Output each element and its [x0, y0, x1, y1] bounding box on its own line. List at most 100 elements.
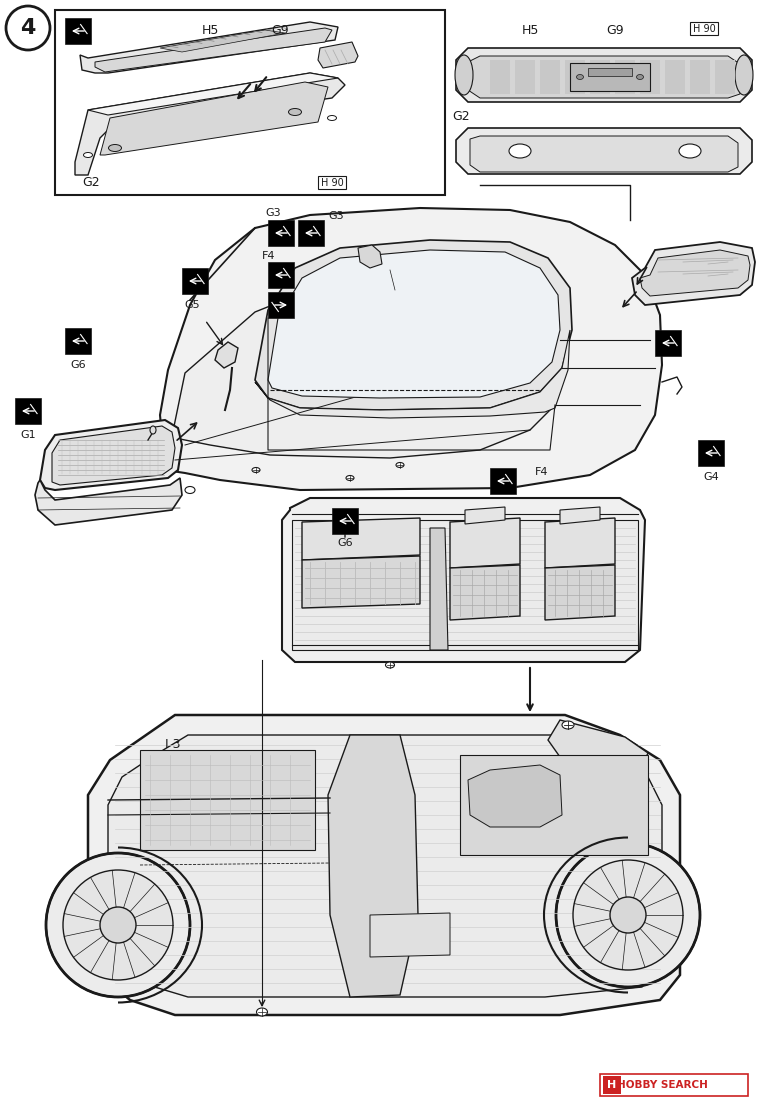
Polygon shape — [165, 282, 562, 470]
Polygon shape — [255, 330, 570, 418]
Polygon shape — [358, 245, 382, 269]
Ellipse shape — [396, 463, 404, 467]
Bar — [332, 508, 358, 534]
Bar — [600, 1074, 748, 1096]
Polygon shape — [545, 518, 615, 568]
Bar — [603, 1076, 621, 1094]
Bar — [655, 330, 681, 356]
Polygon shape — [565, 60, 585, 94]
Text: H 90: H 90 — [321, 178, 344, 188]
Text: G6: G6 — [70, 360, 86, 370]
Polygon shape — [282, 498, 645, 662]
Bar — [588, 69, 632, 76]
Polygon shape — [75, 73, 345, 175]
Polygon shape — [470, 136, 738, 172]
Polygon shape — [430, 528, 448, 650]
Polygon shape — [318, 42, 358, 69]
Circle shape — [63, 870, 173, 980]
Bar — [65, 328, 91, 354]
Ellipse shape — [252, 467, 260, 473]
Polygon shape — [80, 22, 338, 73]
Bar — [65, 18, 91, 44]
Polygon shape — [615, 60, 635, 94]
Ellipse shape — [185, 486, 195, 494]
Polygon shape — [302, 518, 420, 560]
Ellipse shape — [562, 720, 574, 729]
Polygon shape — [450, 565, 520, 620]
Text: G2: G2 — [82, 177, 100, 189]
Text: G6: G6 — [337, 538, 353, 548]
Bar — [268, 262, 294, 288]
Ellipse shape — [637, 74, 643, 80]
Polygon shape — [215, 343, 238, 368]
Polygon shape — [95, 28, 332, 72]
Polygon shape — [88, 73, 338, 115]
Polygon shape — [468, 765, 562, 827]
Ellipse shape — [385, 662, 394, 669]
Polygon shape — [715, 60, 735, 94]
Polygon shape — [108, 735, 662, 997]
Text: 4: 4 — [20, 18, 36, 38]
Polygon shape — [632, 242, 755, 305]
Polygon shape — [640, 60, 660, 94]
Bar — [490, 469, 516, 494]
Bar — [570, 63, 650, 91]
Bar — [318, 176, 346, 189]
Polygon shape — [665, 60, 685, 94]
Polygon shape — [160, 30, 285, 52]
Text: G9: G9 — [606, 23, 624, 36]
Text: G9: G9 — [271, 23, 289, 36]
Polygon shape — [35, 478, 182, 525]
Ellipse shape — [150, 427, 156, 434]
Polygon shape — [40, 420, 182, 490]
Text: G3: G3 — [266, 208, 281, 218]
Polygon shape — [302, 556, 420, 608]
Circle shape — [573, 860, 683, 970]
Text: H: H — [607, 1080, 617, 1090]
Text: HOBBY SEARCH: HOBBY SEARCH — [616, 1080, 708, 1090]
Text: F4: F4 — [262, 251, 276, 261]
Bar — [698, 440, 724, 466]
Polygon shape — [640, 250, 750, 296]
Polygon shape — [456, 48, 752, 102]
Polygon shape — [590, 60, 610, 94]
Polygon shape — [490, 60, 510, 94]
Polygon shape — [52, 427, 175, 485]
Text: G4: G4 — [703, 472, 719, 482]
Polygon shape — [450, 518, 520, 568]
Text: I 3: I 3 — [165, 738, 180, 751]
Polygon shape — [548, 720, 648, 770]
Polygon shape — [255, 240, 572, 410]
Ellipse shape — [509, 144, 531, 158]
Text: G5: G5 — [184, 299, 200, 311]
Polygon shape — [515, 60, 535, 94]
Polygon shape — [160, 208, 662, 490]
Bar — [182, 269, 208, 294]
Polygon shape — [545, 565, 615, 620]
Bar — [140, 750, 315, 850]
Ellipse shape — [328, 116, 337, 120]
Polygon shape — [370, 913, 450, 957]
Ellipse shape — [577, 74, 584, 80]
Bar — [15, 398, 41, 424]
Text: H5: H5 — [522, 23, 539, 36]
Polygon shape — [88, 715, 680, 1015]
Polygon shape — [268, 250, 560, 398]
Polygon shape — [468, 56, 740, 98]
Ellipse shape — [455, 55, 473, 95]
Circle shape — [610, 897, 646, 933]
Bar — [268, 292, 294, 318]
Text: F4: F4 — [535, 467, 549, 477]
Ellipse shape — [346, 475, 354, 481]
Text: G1: G1 — [20, 430, 36, 440]
Bar — [268, 220, 294, 246]
Bar — [55, 10, 445, 194]
Bar — [690, 22, 718, 35]
Polygon shape — [456, 128, 752, 173]
Text: H5: H5 — [201, 23, 219, 36]
Circle shape — [46, 853, 190, 997]
Circle shape — [556, 843, 700, 987]
Circle shape — [100, 907, 136, 943]
Ellipse shape — [83, 152, 92, 158]
Circle shape — [6, 6, 50, 50]
